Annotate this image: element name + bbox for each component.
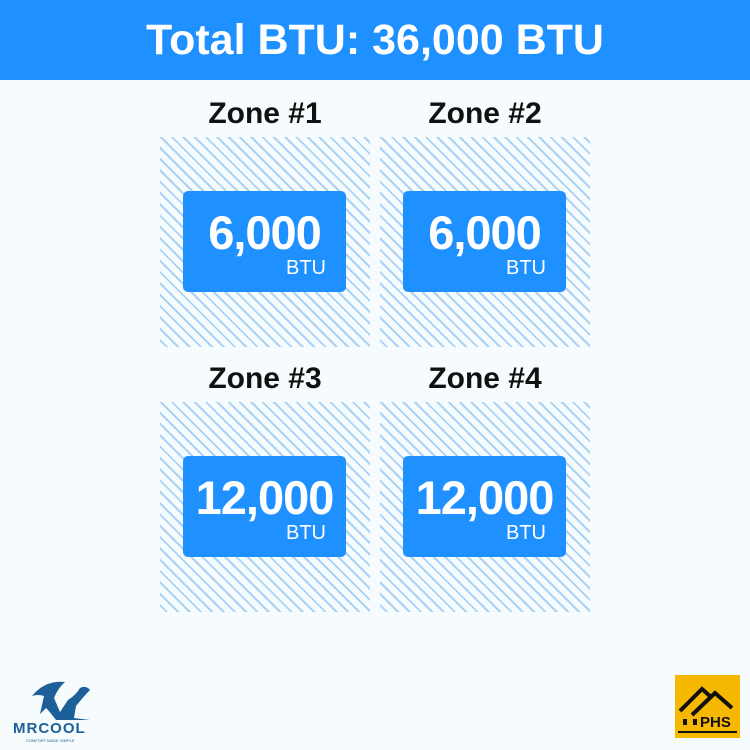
zone-3-panel: 12,000 BTU xyxy=(160,402,370,612)
svg-text:COMFORT MADE SIMPLE: COMFORT MADE SIMPLE xyxy=(26,738,75,743)
zone-3-card: 12,000 BTU xyxy=(183,456,346,557)
zone-3-title: Zone #3 xyxy=(208,362,322,395)
zone-4-card: 12,000 BTU xyxy=(403,456,566,557)
zone-1-unit: BTU xyxy=(286,257,326,279)
zone-2-unit: BTU xyxy=(506,257,546,279)
zone-3-value: 12,000 xyxy=(195,471,335,524)
zone-2-title: Zone #2 xyxy=(428,97,542,130)
zone-3-unit: BTU xyxy=(286,522,326,544)
zone-2-value: 6,000 xyxy=(428,206,542,259)
mrcool-logo: MRCOOL COMFORT MADE SIMPLE xyxy=(10,670,120,745)
phs-logo: PHS xyxy=(675,675,740,743)
zone-2-panel: 6,000 BTU xyxy=(380,137,590,347)
total-btu-header: Total BTU: 36,000 BTU xyxy=(0,0,750,80)
zone-1-card: 6,000 BTU xyxy=(183,191,346,292)
zone-4-value: 12,000 xyxy=(415,471,555,524)
svg-text:MRCOOL: MRCOOL xyxy=(13,720,86,737)
zone-1-value: 6,000 xyxy=(208,206,322,259)
zone-1-panel: 6,000 BTU xyxy=(160,137,370,347)
polar-bear-icon: MRCOOL COMFORT MADE SIMPLE xyxy=(13,681,90,743)
total-btu-title: Total BTU: 36,000 BTU xyxy=(146,15,604,64)
svg-text:PHS: PHS xyxy=(700,714,731,731)
house-icon: PHS xyxy=(675,675,740,738)
zone-4-panel: 12,000 BTU xyxy=(380,402,590,612)
zone-4-unit: BTU xyxy=(506,522,546,544)
zone-1-title: Zone #1 xyxy=(208,97,322,130)
zone-2-card: 6,000 BTU xyxy=(403,191,566,292)
zone-4-title: Zone #4 xyxy=(428,362,542,395)
